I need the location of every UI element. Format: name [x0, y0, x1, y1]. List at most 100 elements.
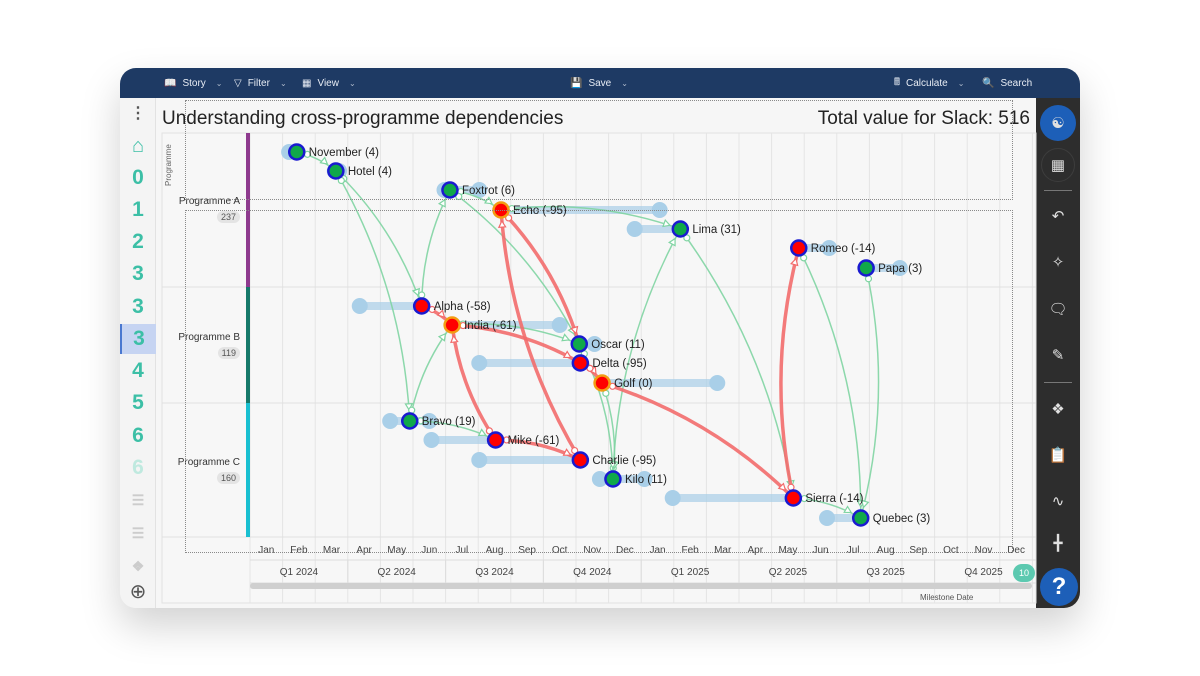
total-slack: Total value for Slack: 516 [817, 108, 1030, 129]
comments-icon[interactable]: 🗨 [1048, 301, 1068, 318]
home-icon[interactable]: ⌂ [131, 134, 145, 157]
range-start [471, 452, 488, 468]
milestone-node[interactable] [851, 509, 870, 527]
dependency-chart: Jan Feb Mar Apr May Jun Jul Aug Sep Oct Nov Dec Jan F… [161, 132, 1037, 604]
milestone-node[interactable] [443, 316, 461, 334]
dependency-link [499, 208, 581, 345]
programme-color-bar [246, 133, 250, 287]
puzzle-icon[interactable]: ❖ [131, 557, 145, 574]
calculate-menu[interactable]: 🖩 Calculate ⌄ [894, 68, 964, 98]
filter-menu[interactable]: ▽ Filter ⌄ [234, 68, 287, 98]
dependency-link [779, 247, 801, 499]
chevron-down-icon: ⌄ [348, 78, 356, 88]
pencil-icon[interactable]: ✎ [1051, 347, 1065, 364]
view-menu[interactable]: ▦ View ⌄ [302, 68, 356, 98]
milestone-node[interactable] [671, 220, 690, 238]
programme-label: Programme A [178, 196, 240, 207]
month-tick-label: Jul [456, 545, 469, 556]
month-tick-label: Jan [649, 545, 665, 556]
arrow-head [436, 309, 446, 319]
milestone-label: Foxtrot (6) [462, 185, 515, 197]
story-menu[interactable]: 📖 Story ⌄ [164, 68, 223, 98]
sparkle-icon[interactable]: ✧ [1051, 254, 1065, 271]
divider [1044, 382, 1072, 383]
help-button[interactable]: ? [1040, 568, 1078, 606]
quarter-tick-label: Q2 2024 [378, 567, 417, 578]
milestone-node[interactable] [593, 374, 611, 392]
milestone-node[interactable] [790, 239, 808, 257]
range-end [471, 182, 488, 198]
milestone-node[interactable] [486, 431, 505, 449]
milestone-node[interactable] [571, 451, 590, 469]
pulse-icon[interactable]: ∿ [1051, 493, 1065, 510]
month-tick-label: Mar [323, 545, 341, 556]
arrow-head [777, 482, 787, 492]
range-start [423, 432, 440, 448]
month-tick-label: Apr [356, 545, 372, 556]
milestone-node[interactable] [570, 335, 589, 353]
milestone-label: Golf (0) [614, 378, 653, 390]
milestone-node[interactable] [441, 181, 459, 199]
search-button[interactable]: 🔍 Search [982, 68, 1032, 98]
dependency-link [335, 170, 411, 422]
milestone-label: November (4) [309, 147, 379, 159]
milestone-node[interactable] [857, 259, 875, 277]
month-tick-label: Sep [518, 545, 536, 556]
link-origin [418, 291, 426, 299]
view-label: View [317, 77, 339, 89]
gantt-icon[interactable]: ☰ [131, 491, 145, 508]
month-tick-label: Dec [616, 545, 634, 556]
sidebar-item-8[interactable]: 5 [132, 391, 144, 414]
gantt-icon[interactable]: ☰ [131, 524, 145, 541]
horizontal-scrollbar[interactable] [250, 583, 1032, 589]
undo-icon[interactable]: ↶ [1051, 208, 1065, 225]
sidebar-item-7[interactable]: 4 [132, 359, 144, 382]
sidebar-item-10[interactable]: 6 [132, 456, 144, 479]
sidebar-item-5[interactable]: 3 [132, 295, 144, 318]
month-tick-label: Apr [748, 545, 764, 556]
milestone-node[interactable] [412, 297, 431, 315]
sidebar-item-3[interactable]: 2 [132, 230, 144, 253]
range-end [586, 336, 603, 352]
network-icon[interactable]: ☯ [1040, 105, 1076, 141]
arrow-head [662, 218, 672, 228]
milestone-node[interactable] [571, 354, 590, 372]
puzzle-icon[interactable]: ❖ [1051, 401, 1065, 418]
arrow-head [790, 257, 799, 267]
table-icon[interactable]: ▦ [1041, 148, 1075, 182]
add-icon[interactable]: ⊕ [129, 580, 147, 603]
sidebar-item-2[interactable]: 1 [132, 198, 144, 221]
range-start [351, 298, 368, 314]
sidebar-item-1[interactable]: 0 [132, 166, 144, 189]
save-menu[interactable]: 💾 Save ⌄ [570, 68, 628, 98]
range-start [382, 413, 399, 429]
milestone-node[interactable] [784, 489, 803, 507]
clipboard-icon[interactable]: 📋 [1048, 447, 1068, 464]
dependency-link [499, 209, 582, 461]
milestone-label: Bravo (19) [422, 416, 476, 428]
app-window: 📖 Story ⌄ ▽ Filter ⌄ ▦ View ⌄ 💾 Save ⌄ 🖩 Calculat… [120, 68, 1080, 608]
month-tick-label: Sep [909, 545, 927, 556]
more-options-icon[interactable]: ⋮ [130, 105, 146, 122]
sidebar-item-4[interactable]: 3 [132, 262, 144, 285]
sidebar-item-6[interactable]: 3 [120, 324, 156, 354]
milestone-node[interactable] [604, 470, 622, 488]
milestone-node[interactable] [327, 162, 345, 180]
right-sidebar: ☯ ▦ ↶ ✧ 🗨 ✎ ❖ 📋 ∿ ╋ [1036, 98, 1080, 608]
divider [1044, 190, 1072, 191]
filter-label: Filter [247, 77, 270, 89]
arrow-head [437, 332, 447, 342]
milestone-node[interactable] [287, 143, 306, 161]
collapse-icon[interactable]: ╋ [1053, 535, 1063, 552]
month-tick-label: Dec [1007, 545, 1025, 556]
quarter-tick-label: Q2 2025 [769, 567, 808, 578]
sidebar-item-9[interactable]: 6 [132, 424, 144, 447]
chevron-down-icon: ⌄ [957, 78, 965, 88]
search-label: Search [1000, 77, 1033, 89]
milestone-node[interactable] [492, 201, 510, 219]
quarter-tick-label: Q4 2024 [573, 567, 612, 578]
calculate-label: Calculate [906, 77, 948, 89]
calculator-icon: 🖩 [894, 76, 900, 88]
dependency-link [601, 381, 795, 500]
milestone-node[interactable] [400, 412, 419, 430]
